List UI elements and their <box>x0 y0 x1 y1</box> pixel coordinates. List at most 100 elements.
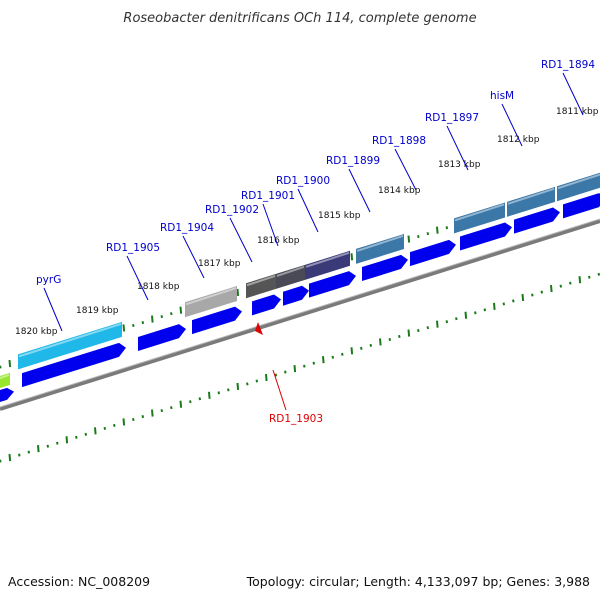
tick-row-inner <box>531 293 534 297</box>
gene-leader-line <box>348 168 371 213</box>
tick-row-inner <box>502 302 506 306</box>
gene-leader-line <box>501 103 523 147</box>
tick-row-inner <box>369 343 373 347</box>
tick-row-inner <box>94 427 97 435</box>
tick-row-inner <box>0 459 2 463</box>
gene-box-rd1-1902-sheen <box>246 274 276 287</box>
tick-row-inner <box>464 311 468 319</box>
tick-row-inner <box>189 400 192 404</box>
tick-row-inner <box>84 432 88 436</box>
tick-row-inner <box>56 441 59 445</box>
gene-leader-line <box>446 125 469 171</box>
tick-row-inner <box>512 299 515 303</box>
gene-box-pyrG <box>18 321 122 370</box>
cds-arrow-rd1-1904 <box>192 306 242 335</box>
tick-row-inner <box>303 364 306 368</box>
gene-leader-line <box>229 217 253 263</box>
gene-leader-line <box>262 203 279 247</box>
gene-box-left-edge-sheen <box>0 373 10 380</box>
tick-row-inner <box>331 355 335 359</box>
kbp-label: 1815 kbp <box>318 211 361 221</box>
tick-row-inner <box>436 320 439 328</box>
kbp-label: 1811 kbp <box>556 107 599 117</box>
genome-backbone <box>0 219 600 411</box>
kbp-label: 1818 kbp <box>137 282 180 292</box>
tick-row-inner <box>18 453 21 457</box>
gene-leader-line-highlight <box>272 369 287 411</box>
gene-box-hisM-sheen <box>507 187 555 205</box>
tick-row-inner <box>255 379 259 383</box>
gene-box-rd1-1897 <box>454 202 505 234</box>
tick-row-inner <box>588 275 591 279</box>
tick-row-inner <box>559 284 563 288</box>
tick-row-inner <box>75 435 78 439</box>
gene-box-rd1-1899-sheen <box>356 235 404 252</box>
tick-row-outer <box>160 315 164 319</box>
gene-box-rd1-1899 <box>356 233 404 264</box>
kbp-label: 1813 kbp <box>438 160 481 170</box>
tick-row-inner <box>208 391 211 399</box>
tick-row-inner <box>141 415 145 419</box>
gene-box-rd1-1904-sheen <box>185 287 237 306</box>
gene-box-rd1-1904 <box>185 286 237 318</box>
gene-leader-line <box>182 235 205 279</box>
kbp-label: 1820 kbp <box>15 327 58 337</box>
tick-row-outer <box>236 288 240 296</box>
tick-row-inner <box>379 338 382 346</box>
gene-box-rd1-1894-sheen <box>557 173 600 190</box>
gene-leader-line <box>394 148 417 191</box>
tick-row-inner <box>360 346 363 350</box>
tick-row-outer <box>436 226 439 234</box>
gene-box-rd1-1897-sheen <box>454 203 505 222</box>
tick-row-outer <box>179 306 183 314</box>
gene-label: RD1_1894 <box>541 59 595 71</box>
tick-row-inner <box>65 436 69 444</box>
topology-text: Topology: circular; Length: 4,133,097 bp… <box>246 574 590 589</box>
tick-row-inner <box>160 409 164 413</box>
gene-label: RD1_1899 <box>326 155 380 167</box>
tick-row-inner <box>388 337 392 342</box>
gene-label: hisM <box>490 90 514 102</box>
cds-arrow-rd1-1899 <box>362 254 408 282</box>
gene-label: RD1_1904 <box>160 222 214 234</box>
tick-row-inner <box>398 334 401 339</box>
tick-row-inner <box>341 352 344 356</box>
tick-row-inner <box>151 409 154 417</box>
gene-box-left-edge <box>0 372 10 388</box>
tick-row-inner <box>322 356 325 364</box>
tick-row-outer <box>151 315 154 323</box>
tick-row-inner <box>217 391 221 395</box>
gene-box-rd1-1894 <box>557 172 600 202</box>
tick-row-inner <box>132 417 135 422</box>
tick-row-inner <box>27 450 31 454</box>
gene-box-pyrG-sheen <box>18 322 122 358</box>
tick-row-outer <box>0 365 2 369</box>
cds-arrow-rd1-1905 <box>138 324 186 351</box>
tick-row-inner <box>426 326 430 330</box>
tick-row-inner <box>493 302 496 310</box>
tick-row-inner <box>265 373 268 382</box>
tick-row-outer <box>141 321 145 325</box>
tick-row-outer <box>122 324 126 332</box>
cds-arrow-rd1-1902 <box>252 294 281 316</box>
tick-row-inner <box>236 382 240 390</box>
gene-box-rd1-1900 <box>305 250 350 280</box>
gene-box-hisM <box>507 186 555 217</box>
tick-row-inner <box>293 365 297 373</box>
tick-row-outer <box>8 359 12 368</box>
kbp-label: 1816 kbp <box>257 236 300 246</box>
tick-row-inner <box>455 317 458 321</box>
tick-row-inner <box>483 308 487 312</box>
gene-label: RD1_1897 <box>425 112 479 124</box>
tick-row-inner <box>312 361 316 365</box>
tick-row-inner <box>550 285 553 293</box>
cds-arrow-pyrG <box>22 342 126 388</box>
gene-leader-line <box>126 255 149 301</box>
kbp-label: 1819 kbp <box>76 306 119 316</box>
gene-label-highlight: RD1_1903 <box>269 413 323 425</box>
tick-row-outer <box>350 253 354 261</box>
tick-row-inner <box>122 418 126 426</box>
tick-row-inner <box>417 329 420 333</box>
tick-row-inner <box>445 320 449 324</box>
gene-leader-line <box>43 287 63 332</box>
